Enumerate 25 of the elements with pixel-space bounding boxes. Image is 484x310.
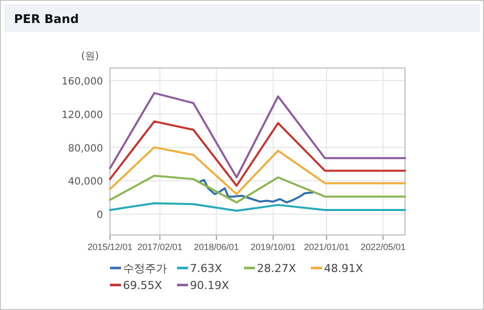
y-axis-title: (원)	[81, 51, 99, 62]
x-tick-label: 2019/10/01	[250, 242, 296, 252]
x-tick-label: 2021/01/01	[304, 242, 350, 252]
x-tick-label: 2018/06/01	[194, 242, 239, 252]
line-series	[199, 178, 314, 204]
line-series	[109, 174, 406, 204]
legend-label: 수정주가	[123, 262, 167, 275]
x-tick-label: 2015/12/01	[87, 242, 133, 252]
x-tick-label: 2022/05/01	[360, 242, 406, 252]
line-series	[109, 92, 406, 178]
y-tick-label: 0	[96, 210, 103, 222]
y-tick-label: 120,000	[62, 110, 103, 121]
legend-label: 69.55X	[123, 279, 162, 292]
legend-label: 48.91X	[324, 262, 364, 275]
legend-label: 90.19X	[190, 279, 230, 292]
x-tick-label: 2017/02/01	[137, 242, 182, 252]
y-tick-label: 80,000	[68, 143, 103, 154]
line-series	[109, 202, 406, 212]
line-series	[109, 146, 406, 196]
y-tick-label: 160,000	[62, 76, 103, 88]
y-tick-label: 40,000	[68, 176, 103, 188]
chart-title: PER Band	[14, 12, 79, 26]
legend-label: 28.27X	[257, 262, 296, 275]
line-series	[109, 120, 406, 187]
legend-label: 7.63X	[190, 262, 222, 275]
